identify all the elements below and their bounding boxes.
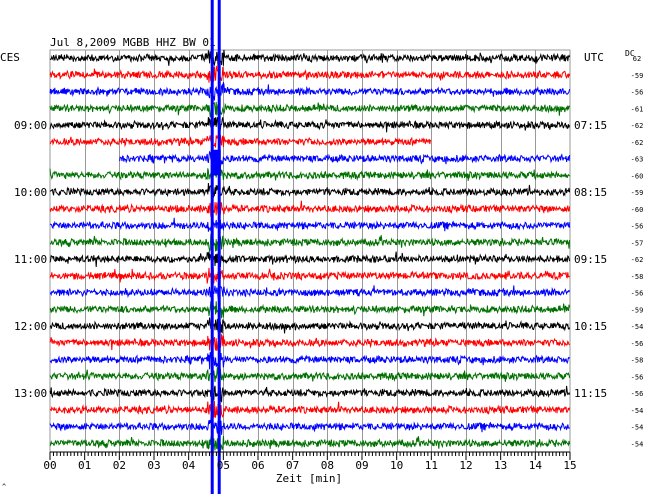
dc-offset-label: -62 — [631, 139, 644, 147]
x-tick-label: 01 — [78, 459, 91, 472]
x-tick-label: 09 — [355, 459, 368, 472]
seismic-trace — [49, 334, 570, 351]
dc-offset-label: -56 — [631, 390, 644, 398]
seismic-trace — [49, 267, 570, 287]
right-timezone-label: UTC — [584, 51, 604, 64]
dc-offset-label: -56 — [631, 340, 644, 348]
seismic-trace — [49, 251, 571, 268]
bottom-left-mark: ^ — [2, 483, 6, 491]
x-tick-label: 05 — [217, 459, 230, 472]
hour-label-right: 11:15 — [574, 387, 607, 400]
dc-offset-label: 62 — [633, 55, 641, 63]
hour-label-left: 10:00 — [14, 186, 47, 199]
hour-label-right: 09:15 — [574, 253, 607, 266]
x-tick-label: 04 — [182, 459, 196, 472]
seismic-trace — [49, 232, 571, 253]
x-tick-label: 07 — [286, 459, 299, 472]
dc-offset-label: -56 — [631, 290, 644, 298]
seismic-trace — [49, 385, 571, 403]
dc-offset-label: -57 — [631, 239, 644, 247]
seismic-trace — [49, 407, 570, 436]
seismic-trace — [49, 317, 571, 334]
dc-offset-label: -56 — [631, 89, 644, 97]
seismic-trace — [49, 217, 571, 233]
dc-offset-label: -58 — [631, 357, 644, 365]
dc-column-header: DC — [625, 49, 635, 58]
dc-offset-label: -56 — [631, 373, 644, 381]
dc-offset-label: -54 — [631, 424, 644, 432]
seismic-trace — [49, 435, 571, 452]
dc-offset-label: -60 — [631, 172, 644, 180]
seismic-trace — [49, 134, 432, 149]
x-tick-label: 02 — [113, 459, 126, 472]
chart-title: Jul 8,2009 MGBB HHZ BW 01 — [50, 36, 216, 49]
dc-offset-label: -58 — [631, 273, 644, 281]
x-axis-label: Zeit [min] — [276, 472, 342, 485]
hour-label-left: 11:00 — [14, 253, 47, 266]
dc-offset-label: -63 — [631, 156, 644, 164]
dc-offset-label: -54 — [631, 323, 644, 331]
hour-label-right: 08:15 — [574, 186, 607, 199]
x-tick-label: 08 — [321, 459, 334, 472]
x-tick-label: 12 — [459, 459, 472, 472]
event-marker-burst — [210, 149, 221, 176]
x-tick-label: 06 — [251, 459, 264, 472]
x-tick-label: 00 — [43, 459, 56, 472]
x-tick-label: 10 — [390, 459, 403, 472]
event-marker-bar-left — [210, 0, 214, 494]
x-tick-label: 03 — [147, 459, 160, 472]
event-marker-bar-right — [217, 0, 221, 494]
dc-offset-label: -60 — [631, 206, 644, 214]
dc-offset-label: -54 — [631, 440, 644, 448]
dc-offset-label: -56 — [631, 223, 644, 231]
seismic-trace — [49, 182, 571, 199]
left-timezone-label: CES — [0, 51, 20, 64]
dc-offset-label: -62 — [631, 122, 644, 130]
seismic-trace — [49, 65, 571, 83]
x-tick-label: 14 — [529, 459, 543, 472]
seismic-trace — [49, 116, 571, 133]
seismic-trace — [49, 400, 571, 419]
hour-label-right: 10:15 — [574, 320, 607, 333]
seismic-trace — [49, 284, 571, 301]
dc-offset-label: -59 — [631, 306, 644, 314]
seismic-trace — [49, 351, 570, 370]
seismic-trace — [49, 366, 571, 383]
dc-offset-label: -61 — [631, 105, 644, 113]
hour-label-left: 12:00 — [14, 320, 47, 333]
dc-offset-label: -59 — [631, 72, 644, 80]
x-tick-label: 11 — [425, 459, 438, 472]
seismic-trace — [49, 301, 571, 323]
seismic-trace — [49, 200, 571, 217]
seismic-trace — [119, 150, 571, 168]
seismic-trace — [49, 49, 571, 67]
seismic-trace — [49, 167, 571, 181]
dc-offset-label: -59 — [631, 189, 644, 197]
hour-label-right: 07:15 — [574, 119, 607, 132]
x-tick-label: 13 — [494, 459, 507, 472]
seismic-trace — [49, 82, 571, 101]
hour-label-left: 09:00 — [14, 119, 47, 132]
hour-label-left: 13:00 — [14, 387, 47, 400]
dc-offset-label: -54 — [631, 407, 644, 415]
seismic-trace — [49, 101, 571, 118]
dc-offset-label: -62 — [631, 256, 644, 264]
x-tick-label: 15 — [563, 459, 576, 472]
